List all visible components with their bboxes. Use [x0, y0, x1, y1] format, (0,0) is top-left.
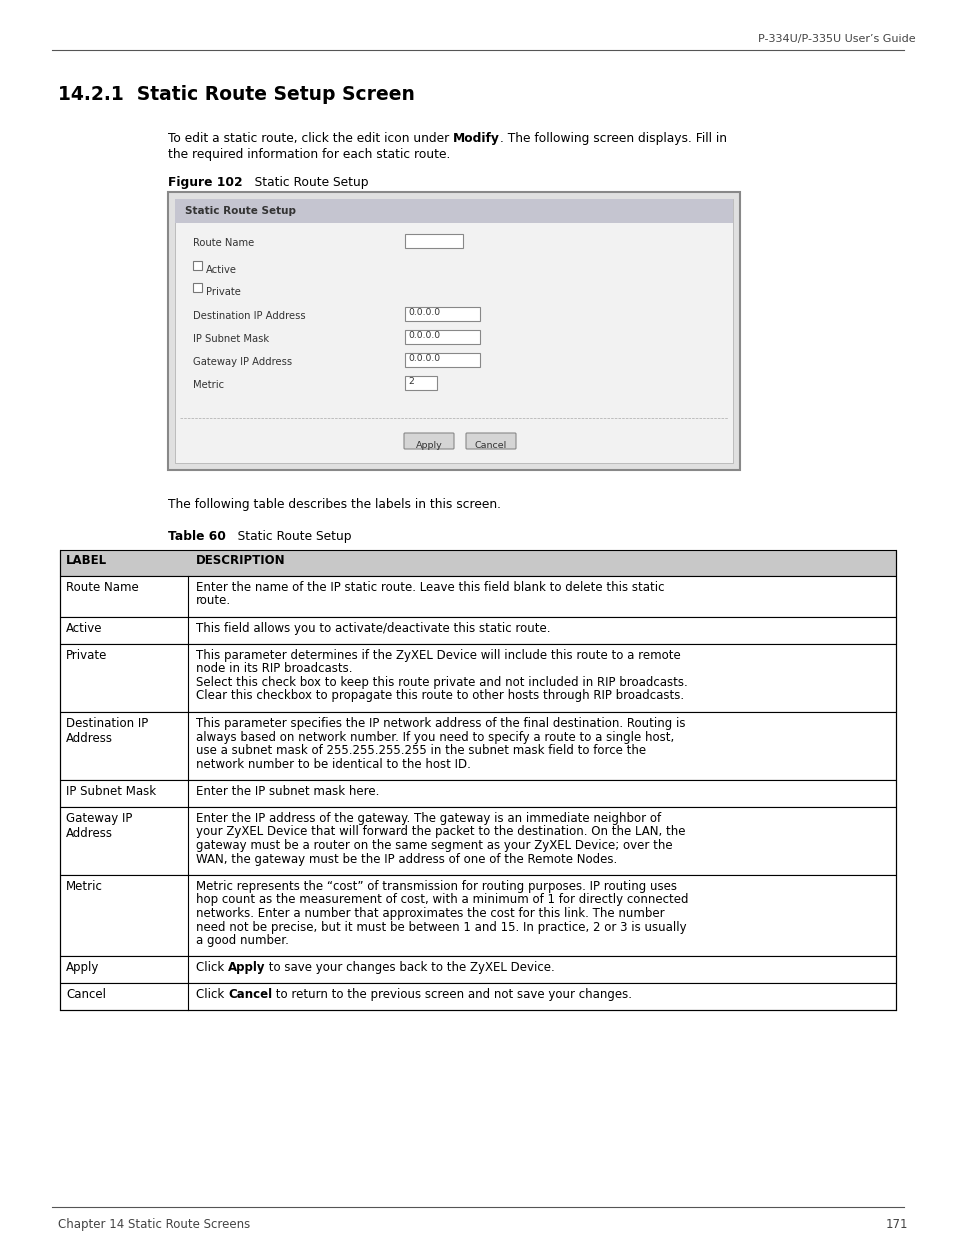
Text: Select this check box to keep this route private and not included in RIP broadca: Select this check box to keep this route… — [195, 676, 687, 689]
Text: Apply: Apply — [416, 441, 442, 450]
FancyBboxPatch shape — [465, 433, 516, 450]
Text: node in its RIP broadcasts.: node in its RIP broadcasts. — [195, 662, 352, 676]
Text: 171: 171 — [884, 1218, 907, 1231]
Text: Cancel: Cancel — [66, 988, 106, 1002]
Bar — [60, 618, 895, 643]
Text: Modify: Modify — [453, 132, 499, 144]
Bar — [193, 261, 202, 270]
Text: Apply: Apply — [66, 961, 99, 974]
Text: Static Route Setup: Static Route Setup — [242, 177, 368, 189]
Text: always based on network number. If you need to specify a route to a single host,: always based on network number. If you n… — [195, 730, 674, 743]
Text: Private: Private — [66, 650, 108, 662]
Text: gateway must be a router on the same segment as your ZyXEL Device; over the: gateway must be a router on the same seg… — [195, 839, 672, 852]
Text: Destination IP
Address: Destination IP Address — [66, 718, 148, 745]
Text: need not be precise, but it must be between 1 and 15. In practice, 2 or 3 is usu: need not be precise, but it must be betw… — [195, 920, 686, 934]
Bar — [60, 983, 895, 1010]
Text: Cancel: Cancel — [228, 988, 272, 1002]
Bar — [60, 643, 895, 713]
Bar — [60, 576, 895, 618]
Text: P-334U/P-335U User’s Guide: P-334U/P-335U User’s Guide — [758, 35, 915, 44]
Text: Figure 102: Figure 102 — [168, 177, 242, 189]
Text: to return to the previous screen and not save your changes.: to return to the previous screen and not… — [272, 988, 632, 1002]
Text: IP Subnet Mask: IP Subnet Mask — [66, 785, 156, 798]
Bar — [405, 375, 436, 390]
Bar — [174, 199, 732, 463]
Text: a good number.: a good number. — [195, 934, 289, 947]
Text: Click: Click — [195, 988, 228, 1002]
Text: Metric: Metric — [193, 380, 224, 390]
Text: Active: Active — [66, 622, 102, 635]
Text: Table 60: Table 60 — [168, 530, 226, 543]
Text: your ZyXEL Device that will forward the packet to the destination. On the LAN, t: your ZyXEL Device that will forward the … — [195, 825, 685, 839]
Text: IP Subnet Mask: IP Subnet Mask — [193, 333, 269, 345]
Text: the required information for each static route.: the required information for each static… — [168, 148, 450, 161]
Text: Metric: Metric — [66, 881, 103, 893]
Bar — [60, 876, 895, 956]
Text: route.: route. — [195, 594, 231, 608]
Bar — [405, 330, 479, 345]
Text: Enter the name of the IP static route. Leave this field blank to delete this sta: Enter the name of the IP static route. L… — [195, 580, 664, 594]
Text: Apply: Apply — [228, 961, 265, 974]
Text: 14.2.1  Static Route Setup Screen: 14.2.1 Static Route Setup Screen — [58, 85, 415, 104]
Text: Private: Private — [206, 287, 240, 296]
Text: hop count as the measurement of cost, with a minimum of 1 for directly connected: hop count as the measurement of cost, wi… — [195, 893, 688, 906]
Bar — [60, 550, 895, 576]
Text: Enter the IP subnet mask here.: Enter the IP subnet mask here. — [195, 785, 379, 798]
Text: 0.0.0.0: 0.0.0.0 — [408, 354, 439, 363]
Text: Click: Click — [195, 961, 228, 974]
Text: Clear this checkbox to propagate this route to other hosts through RIP broadcast: Clear this checkbox to propagate this ro… — [195, 689, 683, 703]
Text: Destination IP Address: Destination IP Address — [193, 311, 305, 321]
Text: Static Route Setup: Static Route Setup — [226, 530, 351, 543]
Bar — [60, 781, 895, 806]
Text: Gateway IP Address: Gateway IP Address — [193, 357, 292, 367]
Text: DESCRIPTION: DESCRIPTION — [195, 555, 285, 567]
Text: Route Name: Route Name — [66, 580, 138, 594]
Text: Gateway IP
Address: Gateway IP Address — [66, 811, 132, 840]
Bar — [60, 956, 895, 983]
Bar — [174, 199, 732, 224]
Text: Active: Active — [206, 266, 236, 275]
FancyBboxPatch shape — [403, 433, 454, 450]
Text: Enter the IP address of the gateway. The gateway is an immediate neighbor of: Enter the IP address of the gateway. The… — [195, 811, 660, 825]
Text: network number to be identical to the host ID.: network number to be identical to the ho… — [195, 757, 471, 771]
Text: Chapter 14 Static Route Screens: Chapter 14 Static Route Screens — [58, 1218, 250, 1231]
Text: Route Name: Route Name — [193, 238, 254, 248]
Bar — [60, 713, 895, 781]
Bar — [405, 308, 479, 321]
Text: 2: 2 — [408, 377, 414, 387]
Text: . The following screen displays. Fill in: . The following screen displays. Fill in — [499, 132, 726, 144]
Text: WAN, the gateway must be the IP address of one of the Remote Nodes.: WAN, the gateway must be the IP address … — [195, 852, 617, 866]
Text: 0.0.0.0: 0.0.0.0 — [408, 308, 439, 317]
Bar — [193, 283, 202, 291]
Bar — [168, 191, 740, 471]
Bar — [405, 353, 479, 367]
Text: use a subnet mask of 255.255.255.255 in the subnet mask field to force the: use a subnet mask of 255.255.255.255 in … — [195, 743, 645, 757]
Text: The following table describes the labels in this screen.: The following table describes the labels… — [168, 498, 500, 511]
Text: to save your changes back to the ZyXEL Device.: to save your changes back to the ZyXEL D… — [265, 961, 555, 974]
Text: networks. Enter a number that approximates the cost for this link. The number: networks. Enter a number that approximat… — [195, 906, 664, 920]
Bar — [405, 233, 462, 248]
Text: This parameter specifies the IP network address of the final destination. Routin: This parameter specifies the IP network … — [195, 718, 685, 730]
Text: To edit a static route, click the edit icon under: To edit a static route, click the edit i… — [168, 132, 453, 144]
Text: Cancel: Cancel — [475, 441, 507, 450]
Text: This field allows you to activate/deactivate this static route.: This field allows you to activate/deacti… — [195, 622, 550, 635]
Text: LABEL: LABEL — [66, 555, 107, 567]
Text: Metric represents the “cost” of transmission for routing purposes. IP routing us: Metric represents the “cost” of transmis… — [195, 881, 677, 893]
Text: This parameter determines if the ZyXEL Device will include this route to a remot: This parameter determines if the ZyXEL D… — [195, 650, 680, 662]
Bar — [60, 806, 895, 876]
Text: Static Route Setup: Static Route Setup — [185, 206, 295, 216]
Text: 0.0.0.0: 0.0.0.0 — [408, 331, 439, 340]
